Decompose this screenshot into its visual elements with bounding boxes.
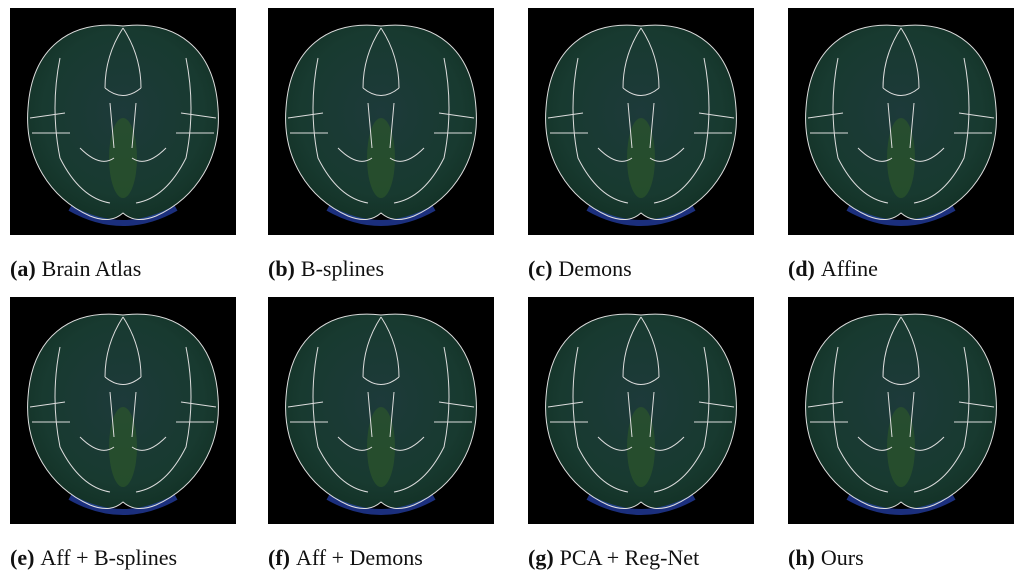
caption: (f) Aff + Demons [268,545,423,571]
panel: (f) Aff + Demons [268,297,494,570]
caption-text: PCA + Reg-Net [559,545,700,570]
caption-text: Ours [820,545,864,570]
panel: (g) PCA + Reg-Net [528,297,754,570]
panel-label: (g) [528,545,554,570]
panel-label: (a) [10,256,36,281]
panel-label: (c) [528,256,553,281]
panel-label: (d) [788,256,815,281]
panel: (b) B-splines [268,8,494,281]
caption: (g) PCA + Reg-Net [528,545,699,571]
brain-image [10,8,236,235]
brain-image [268,8,494,235]
brain-image [788,297,1014,524]
caption: (d) Affine [788,256,878,282]
brain-image [528,8,754,235]
brain-image [528,297,754,524]
brain-image [10,297,236,524]
panel: (c) Demons [528,8,754,281]
panel-label: (e) [10,545,35,570]
caption-text: Brain Atlas [41,256,142,281]
panel: (h) Ours [788,297,1014,570]
panel: (d) Affine [788,8,1014,281]
panel-label: (b) [268,256,295,281]
caption: (e) Aff + B-splines [10,545,177,571]
caption-text: B-splines [300,256,385,281]
panel-label: (h) [788,545,815,570]
panel: (e) Aff + B-splines [10,297,236,570]
panel-label: (f) [268,545,290,570]
caption-text: Affine [820,256,878,281]
brain-image [268,297,494,524]
caption: (a) Brain Atlas [10,256,141,282]
brain-image [788,8,1014,235]
caption-text: Aff + Demons [295,545,423,570]
caption-text: Aff + B-splines [40,545,178,570]
caption: (c) Demons [528,256,632,282]
caption: (b) B-splines [268,256,384,282]
caption-text: Demons [558,256,632,281]
panel: (a) Brain Atlas [10,8,236,281]
caption: (h) Ours [788,545,864,571]
